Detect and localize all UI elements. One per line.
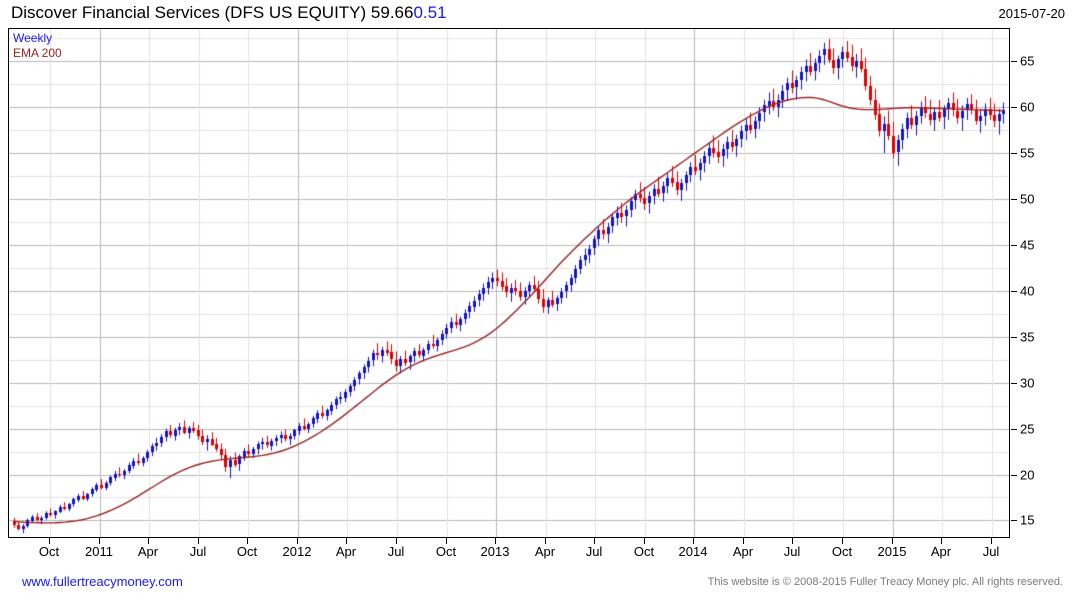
x-axis-label: Oct xyxy=(236,544,258,559)
title-text: Discover Financial Services (DFS US EQUI… xyxy=(11,3,414,22)
x-axis-label: 2013 xyxy=(480,544,510,559)
x-axis-label: Apr xyxy=(335,544,357,559)
price-change: 0.51 xyxy=(413,3,447,22)
chart-header: Discover Financial Services (DFS US EQUI… xyxy=(0,0,1075,28)
as-of-date: 2015-07-20 xyxy=(998,6,1066,21)
y-tick-mark xyxy=(1011,336,1017,338)
x-axis-label: 2014 xyxy=(678,544,708,559)
x-tick-mark xyxy=(99,538,100,544)
x-tick-mark xyxy=(198,538,199,544)
x-tick-mark xyxy=(792,538,793,544)
x-tick-mark xyxy=(941,538,942,544)
y-tick-mark xyxy=(1011,61,1017,63)
x-axis: Oct 2011 Apr Jul Oct 2012 Apr Jul Oct 2013 Apr Jul O… xyxy=(8,538,1010,564)
x-axis-label: 2011 xyxy=(85,544,113,559)
y-tick-mark xyxy=(1011,520,1017,522)
x-tick-mark xyxy=(49,538,50,544)
x-axis-label: Jul xyxy=(982,544,1000,559)
x-tick-mark xyxy=(346,538,347,544)
x-axis-label: Oct xyxy=(633,544,655,559)
plot-area[interactable]: Weekly EMA 200 xyxy=(8,28,1010,538)
y-axis-label: 35 xyxy=(1020,329,1035,345)
y-axis-label: 40 xyxy=(1020,283,1035,299)
y-tick-mark xyxy=(1011,290,1017,292)
y-axis-label: 30 xyxy=(1020,375,1035,391)
x-tick-mark xyxy=(446,538,447,544)
site-url[interactable]: www.fullertreacymoney.com xyxy=(22,574,183,589)
chart-footer: www.fullertreacymoney.com This website i… xyxy=(0,572,1075,598)
y-axis-label: 65 xyxy=(1020,53,1035,69)
y-axis-label: 60 xyxy=(1020,99,1035,115)
x-tick-mark xyxy=(991,538,992,544)
y-axis: 15 20 25 30 35 40 45 50 55 60 65 xyxy=(1011,28,1075,538)
y-axis-label: 55 xyxy=(1020,145,1035,161)
x-axis-label: Oct xyxy=(435,544,457,559)
x-axis-label: Jul xyxy=(387,544,405,559)
x-tick-mark xyxy=(396,538,397,544)
page-title: Discover Financial Services (DFS US EQUI… xyxy=(11,3,447,23)
y-axis-label: 15 xyxy=(1020,512,1035,528)
x-tick-mark xyxy=(247,538,248,544)
x-tick-mark xyxy=(297,538,298,544)
x-tick-mark xyxy=(743,538,744,544)
y-axis-label: 25 xyxy=(1020,421,1035,437)
x-tick-mark xyxy=(495,538,496,544)
x-axis-label: 2015 xyxy=(877,544,907,559)
x-axis-label: Apr xyxy=(732,544,754,559)
y-tick-mark xyxy=(1011,107,1017,109)
x-tick-mark xyxy=(644,538,645,544)
y-axis-label: 45 xyxy=(1020,237,1035,253)
y-tick-mark xyxy=(1011,153,1017,154)
copyright-notice: This website is © 2008-2015 Fuller Treac… xyxy=(707,576,1063,588)
y-tick-mark xyxy=(1011,474,1017,476)
x-axis-label: Apr xyxy=(534,544,556,559)
x-tick-mark xyxy=(545,538,546,544)
y-tick-mark xyxy=(1011,244,1017,246)
x-axis-label: Jul xyxy=(189,544,207,559)
x-tick-mark xyxy=(693,538,694,544)
y-tick-mark xyxy=(1011,198,1017,200)
x-axis-label: Apr xyxy=(137,544,159,559)
x-axis-label: Oct xyxy=(831,544,853,559)
x-tick-mark xyxy=(842,538,843,544)
y-tick-mark xyxy=(1011,382,1017,384)
y-axis-label: 20 xyxy=(1020,467,1035,483)
x-tick-mark xyxy=(892,538,893,544)
y-axis-label: 50 xyxy=(1020,191,1035,207)
x-tick-mark xyxy=(148,538,149,544)
price-chart-canvas[interactable] xyxy=(9,29,1009,537)
x-tick-mark xyxy=(594,538,595,544)
x-axis-label: Jul xyxy=(585,544,603,559)
x-axis-label: 2012 xyxy=(282,544,312,559)
y-tick-mark xyxy=(1011,428,1017,430)
x-axis-label: Jul xyxy=(783,544,801,559)
x-axis-label: Apr xyxy=(930,544,952,559)
x-axis-label: Oct xyxy=(38,544,60,559)
